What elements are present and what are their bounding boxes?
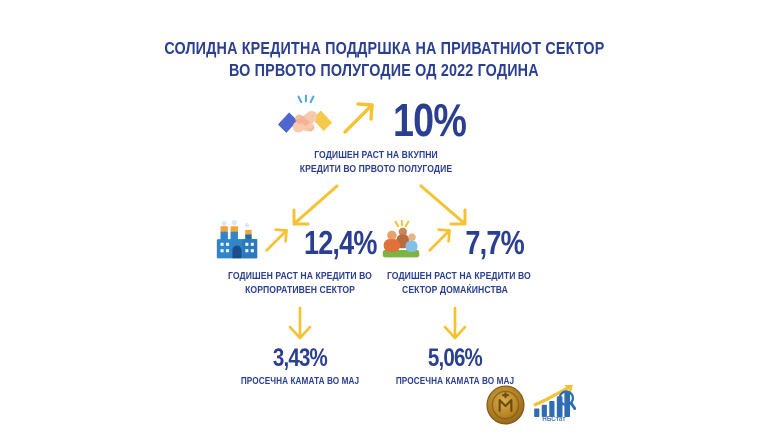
handshake-icon — [277, 93, 333, 148]
households-sector-group: 7,7% ГОДИШЕН РАСТ НА КРЕДИТИ ВО СЕКТОР Д… — [372, 219, 538, 388]
households-rate-value: 5,06% — [427, 344, 483, 373]
nbrm-coin-logo — [485, 384, 526, 431]
title-line-2: ВО ПРВОТО ПОЛУГОДИЕ ОД 2022 ГОДИНА — [229, 60, 539, 81]
corporate-growth-value: 12,4% — [304, 223, 377, 261]
corporate-rate-value: 3,43% — [272, 344, 328, 373]
corporate-rate-caption: ПРОСЕЧНА КАМАТА ВО МАЈ — [240, 376, 360, 388]
nbstat-label: НБСтат — [542, 416, 566, 423]
up-trend-arrow-icon — [341, 100, 377, 141]
nbstat-logo: НБСтат — [532, 384, 576, 423]
total-growth-value: 10% — [393, 94, 467, 146]
households-rate-caption: ПРОСЕЧНА КАМАТА ВО МАЈ — [395, 376, 515, 388]
households-caption-line-2: СЕКТОР ДОМАЌИНСТВА — [402, 283, 508, 296]
total-growth-caption: ГОДИШЕН РАСТ НА ВКУПНИ КРЕДИТИ ВО ПРВОТО… — [0, 149, 752, 176]
page-title: СОЛИДНА КРЕДИТНА ПОДДРШКА НА ПРИВАТНИОТ … — [0, 37, 768, 82]
corporate-caption-line-1: ГОДИШЕН РАСТ НА КРЕДИТИ ВО — [228, 270, 372, 282]
title-line-1: СОЛИДНА КРЕДИТНА ПОДДРШКА НА ПРИВАТНИОТ … — [163, 38, 605, 58]
up-trend-arrow-icon — [264, 226, 291, 258]
total-caption-line-1: ГОДИШЕН РАСТ НА ВКУПНИ — [314, 149, 438, 161]
factory-icon — [215, 217, 259, 268]
down-arrow-icon — [443, 306, 467, 340]
corporate-caption-line-2: КОРПОРАТИВЕН СЕКТОР — [245, 283, 355, 296]
down-arrow-icon — [288, 306, 312, 340]
corporate-sector-group: 12,4% ГОДИШЕН РАСТ НА КРЕДИТИ ВО КОРПОРА… — [212, 219, 388, 388]
households-growth-value: 7,7% — [465, 223, 524, 261]
up-trend-arrow-icon — [427, 226, 454, 258]
total-caption-line-2: КРЕДИТИ ВО ПРВОТО ПОЛУГОДИЕ — [299, 162, 453, 175]
corporate-growth-caption: ГОДИШЕН РАСТ НА КРЕДИТИ ВО КОРПОРАТИВЕН … — [212, 270, 388, 297]
total-credits-group: 10% ГОДИШЕН РАСТ НА ВКУПНИ КРЕДИТИ ВО ПР… — [0, 93, 752, 176]
family-icon — [380, 218, 422, 267]
branch-arrows-icon — [292, 184, 467, 226]
households-caption-line-1: ГОДИШЕН РАСТ НА КРЕДИТИ ВО — [386, 270, 531, 282]
households-growth-caption: ГОДИШЕН РАСТ НА КРЕДИТИ ВО СЕКТОР ДОМАЌИ… — [372, 270, 538, 297]
footer-logos: НБСтат — [485, 384, 576, 431]
